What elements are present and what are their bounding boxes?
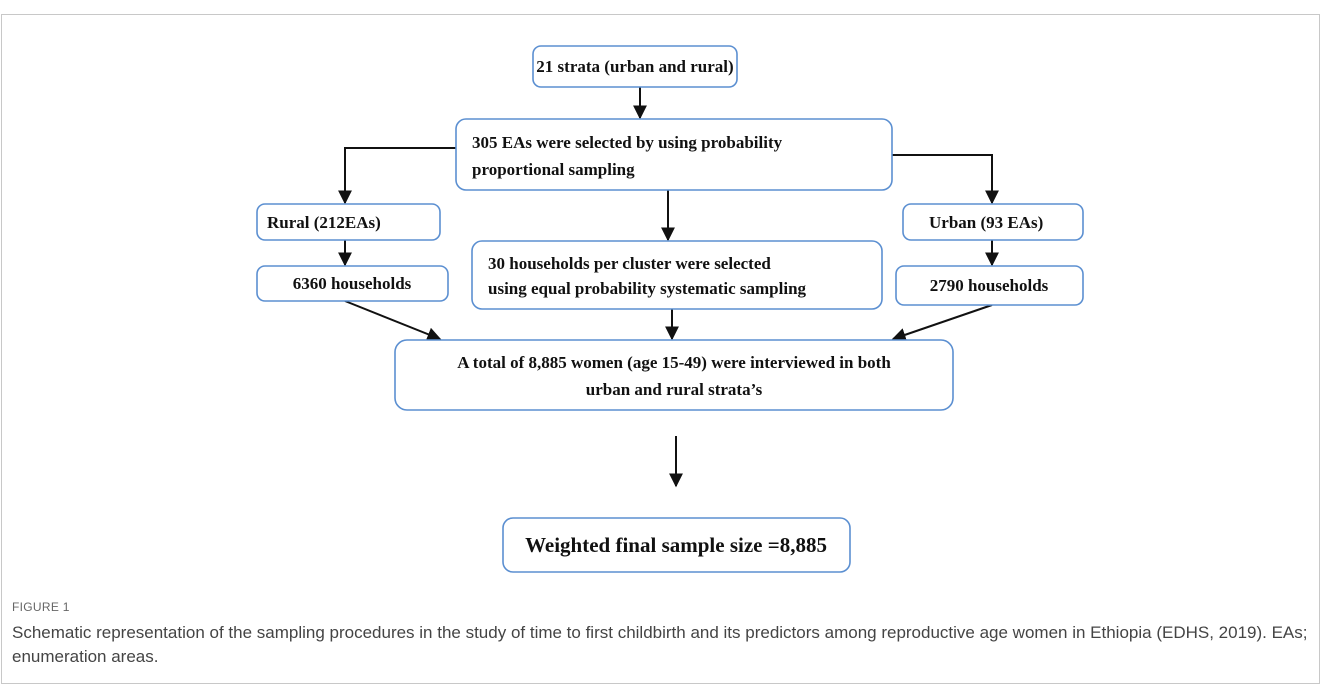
node-box xyxy=(455,118,893,191)
node-label: 30 households per cluster were selected xyxy=(488,254,771,273)
node-label: Weighted final sample size =8,885 xyxy=(525,533,827,557)
node-box xyxy=(895,265,1084,306)
figure-label: FIGURE 1 xyxy=(12,600,70,614)
node-label: Rural (212EAs) xyxy=(267,213,381,232)
node-label: proportional sampling xyxy=(472,160,635,179)
node-box xyxy=(256,265,449,302)
node-label: 6360 households xyxy=(293,274,412,293)
arrow xyxy=(344,300,442,341)
node-box xyxy=(471,240,883,310)
arrow xyxy=(338,147,456,205)
flowchart: 21 strata (urban and rural) 305 EAs were… xyxy=(256,45,1084,573)
node-box xyxy=(394,339,954,411)
node-box xyxy=(256,203,441,241)
figure-caption: Schematic representation of the sampling… xyxy=(12,623,1308,666)
node-box xyxy=(502,517,851,573)
node-label: using equal probability systematic sampl… xyxy=(488,279,807,298)
node-label: urban and rural strata’s xyxy=(586,380,763,399)
node-label: Urban (93 EAs) xyxy=(929,213,1043,232)
arrow xyxy=(891,304,993,342)
node-label: A total of 8,885 women (age 15-49) were … xyxy=(457,353,891,372)
node-label: 21 strata (urban and rural) xyxy=(536,57,733,76)
node-box xyxy=(532,45,738,88)
arrows xyxy=(338,87,999,488)
node-box xyxy=(902,203,1084,241)
arrow xyxy=(892,154,999,205)
node-label: 2790 households xyxy=(930,276,1049,295)
node-label: 305 EAs were selected by using probabili… xyxy=(472,133,783,152)
